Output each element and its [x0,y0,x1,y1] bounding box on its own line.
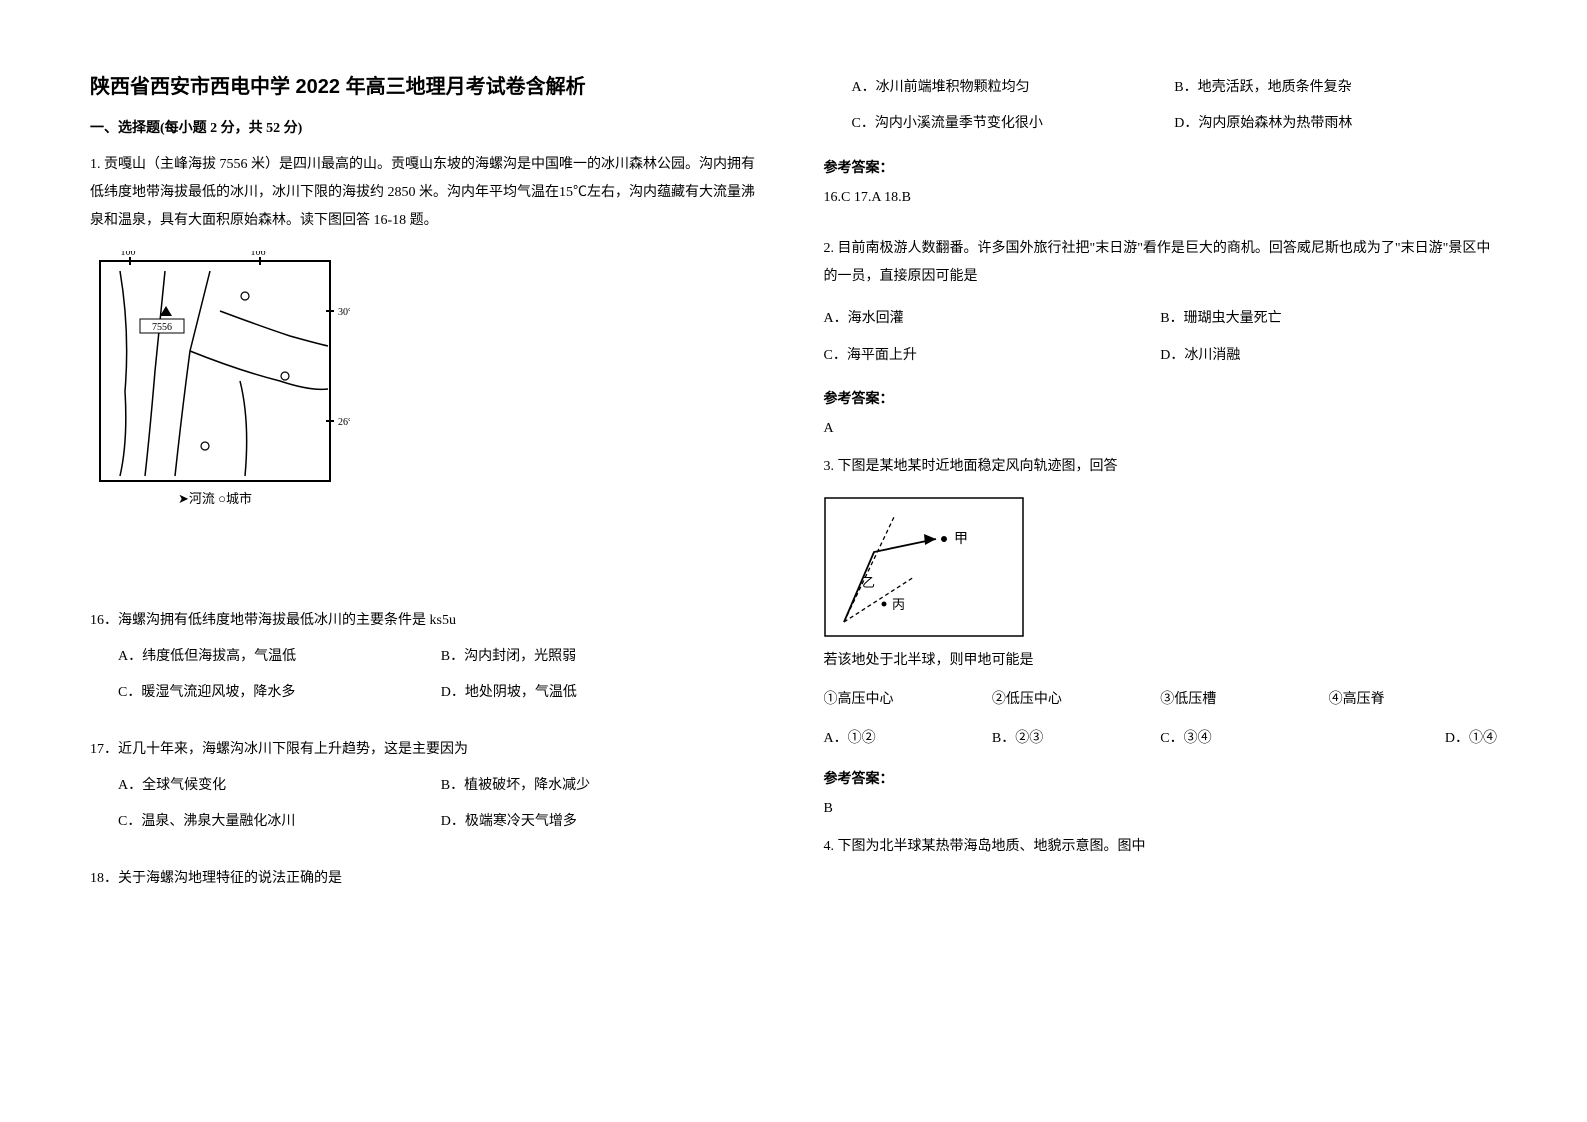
q2-answer-label: 参考答案： [824,388,1498,408]
q17-opt-c: C．温泉、沸泉大量融化冰川 [118,804,441,840]
q16-opt-d: D．地处阴坡，气温低 [441,675,764,711]
q3-opt-c: C．③④ [1160,724,1328,755]
q2-opt-a: A．海水回灌 [824,301,1161,337]
q2-options: A．海水回灌 B．珊瑚虫大量死亡 C．海平面上升 D．冰川消融 [824,301,1498,374]
q18-stem: 18．关于海螺沟地理特征的说法正确的是 [90,867,764,887]
q16-opt-b: B．沟内封闭，光照弱 [441,639,764,675]
q18-options: A．冰川前端堆积物颗粒均匀 B．地壳活跃，地质条件复杂 C．沟内小溪流量季节变化… [824,70,1498,143]
q2-opt-c: C．海平面上升 [824,338,1161,374]
lat-bottom: 26° [338,417,350,428]
q3-options: A．①② B．②③ C．③④ D．①④ [824,724,1498,755]
q4-passage: 4. 下图为北半球某热带海岛地质、地貌示意图。图中 [824,833,1498,861]
q16-options: A．纬度低但海拔高，气温低 B．沟内封闭，光照弱 C．暖湿气流迎风坡，降水多 D… [90,639,764,712]
q3-num-1: ①高压中心 [824,685,992,716]
label-yi: 乙 [862,575,875,590]
lon-left: 100° [121,251,140,258]
q2-opt-d: D．冰川消融 [1160,338,1497,374]
q16-stem: 16．海螺沟拥有低纬度地带海拔最低冰川的主要条件是 ks5u [90,609,764,629]
q3-passage: 3. 下图是某地某时近地面稳定风向轨迹图，回答 [824,453,1498,481]
lat-top: 30° [338,307,350,318]
q1-answer-label: 参考答案： [824,157,1498,177]
q3-opt-b: B．②③ [992,724,1160,755]
q18-opt-d: D．沟内原始森林为热带雨林 [1174,106,1497,142]
q18-opt-a: A．冰川前端堆积物颗粒均匀 [852,70,1175,106]
q3-answer: B [824,796,1498,823]
q2-answer: A [824,416,1498,443]
q18-opt-c: C．沟内小溪流量季节变化很小 [852,106,1175,142]
q3-figure: 甲 乙 丙 [824,497,1498,637]
lon-right: 106° [251,251,270,258]
q18-opt-b: B．地壳活跃，地质条件复杂 [1174,70,1497,106]
q1-passage: 1. 贡嘎山（主峰海拔 7556 米）是四川最高的山。贡嘎山东坡的海螺沟是中国唯… [90,151,764,235]
q3-num-2: ②低压中心 [992,685,1160,716]
right-column: A．冰川前端堆积物颗粒均匀 B．地壳活跃，地质条件复杂 C．沟内小溪流量季节变化… [824,70,1498,1082]
q3-num-4: ④高压脊 [1329,685,1497,716]
doc-title: 陕西省西安市西电中学 2022 年高三地理月考试卷含解析 [90,70,764,99]
q17-stem: 17．近几十年来，海螺沟冰川下限有上升趋势，这是主要因为 [90,738,764,758]
q3-opt-d: D．①④ [1329,724,1497,755]
q17-opt-d: D．极端寒冷天气增多 [441,804,764,840]
q17-opt-b: B．植被破坏，降水减少 [441,768,764,804]
q17-options: A．全球气候变化 B．植被破坏，降水减少 C．温泉、沸泉大量融化冰川 D．极端寒… [90,768,764,841]
q16-opt-c: C．暖湿气流迎风坡，降水多 [118,675,441,711]
q2-passage: 2. 目前南极游人数翻番。许多国外旅行社把"末日游"看作是巨大的商机。回答威尼斯… [824,235,1498,291]
peak-label: 7556 [152,322,172,333]
map-legend: ➤河流 ○城市 [178,491,252,506]
q17-opt-a: A．全球气候变化 [118,768,441,804]
label-bing: 丙 [892,597,905,612]
q1-answer: 16.C 17.A 18.B [824,185,1498,212]
q16-opt-a: A．纬度低但海拔高，气温低 [118,639,441,675]
section-heading: 一、选择题(每小题 2 分，共 52 分) [90,117,764,137]
q3-answer-label: 参考答案： [824,768,1498,788]
q2-opt-b: B．珊瑚虫大量死亡 [1160,301,1497,337]
q1-map-figure: 100° 106° 30° 26° 7556 ➤河流 ○城市 [90,251,764,511]
q3-opt-a: A．①② [824,724,992,755]
label-jia: 甲 [954,532,968,547]
q3-numbered: ①高压中心 ②低压中心 ③低压槽 ④高压脊 [824,685,1498,716]
q3-num-3: ③低压槽 [1160,685,1328,716]
left-column: 陕西省西安市西电中学 2022 年高三地理月考试卷含解析 一、选择题(每小题 2… [90,70,764,1082]
q3-stem2: 若该地处于北半球，则甲地可能是 [824,647,1498,675]
